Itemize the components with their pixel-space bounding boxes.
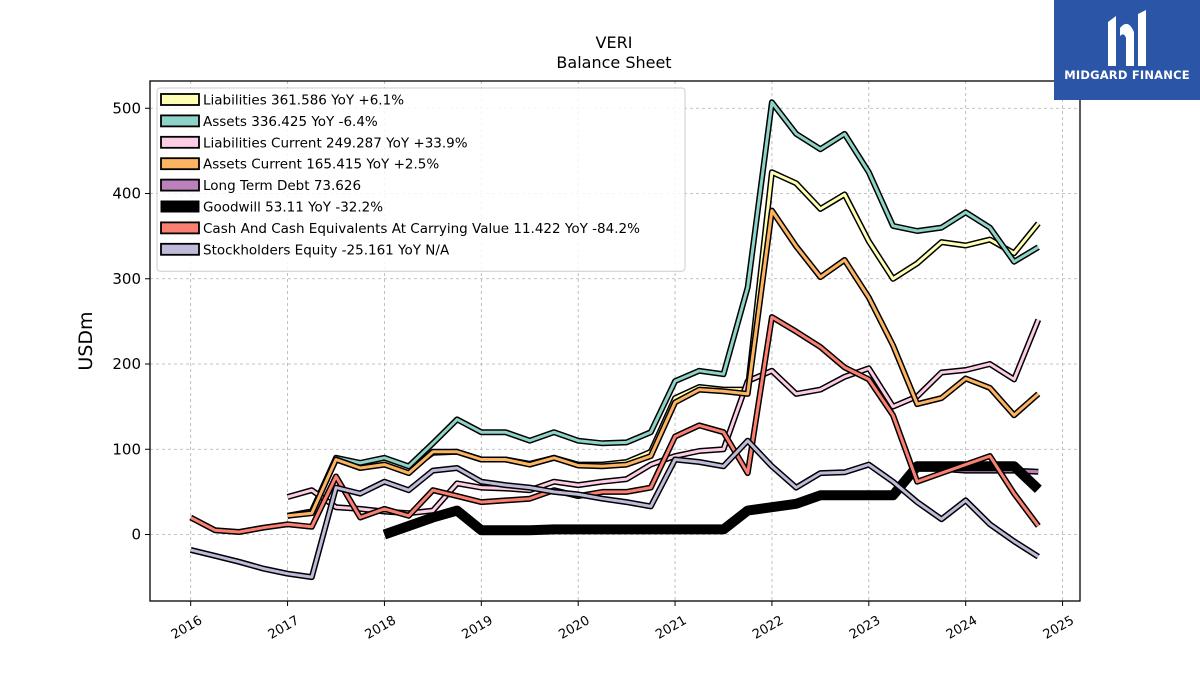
- legend-entry: Liabilities Current 249.287 YoY +33.9%: [203, 135, 468, 151]
- plot-area-frame: [149, 80, 1081, 602]
- x-tick-label: 2017: [266, 613, 302, 643]
- y-tick-label: 400: [112, 185, 141, 203]
- series-7: [189, 437, 1040, 581]
- legend-entry: Goodwill 53.11 YoY -32.2%: [203, 200, 383, 216]
- legend-entry: Long Term Debt 73.626: [203, 178, 361, 194]
- x-tick-label: 2023: [847, 613, 883, 643]
- x-tick-label: 2021: [653, 613, 689, 643]
- legend-entry: Assets 336.425 YoY -6.4%: [203, 114, 378, 130]
- y-tick-label: 500: [112, 99, 141, 117]
- y-tick-label: 0: [131, 526, 141, 544]
- chart-title: VERI: [596, 33, 633, 52]
- series-line: [287, 100, 1040, 518]
- x-tick-label: 2020: [556, 613, 592, 643]
- legend-entry: Assets Current 165.415 YoY +2.5%: [203, 157, 439, 173]
- legend-entry: Cash And Cash Equivalents At Carrying Va…: [203, 221, 640, 237]
- series-line: [287, 209, 1040, 518]
- y-tick-label: 300: [112, 270, 141, 288]
- legend-swatch: [160, 135, 200, 149]
- x-tick-label: 2024: [944, 613, 980, 643]
- y-tick-label: 100: [112, 440, 141, 458]
- legend-swatch: [160, 93, 200, 106]
- legend-swatch: [160, 114, 200, 128]
- series-5: [382, 461, 1042, 540]
- midgard-logo-icon: [1108, 10, 1146, 66]
- x-tick-label: 2025: [1041, 613, 1077, 643]
- legend: Liabilities 361.586 YoY +6.1% Assets 336.…: [156, 87, 686, 272]
- chart-subtitle: Balance Sheet: [556, 53, 671, 72]
- series-line: [383, 462, 1041, 538]
- legend-swatch: [160, 200, 200, 213]
- legend-swatch: [160, 221, 200, 235]
- legend-entry: Stockholders Equity -25.161 YoY N/A: [203, 242, 450, 258]
- legend-swatch: [160, 157, 200, 171]
- y-axis-label: USDm: [75, 311, 97, 370]
- legend-entry: Liabilities 361.586 YoY +6.1%: [203, 93, 404, 109]
- series-line: [190, 439, 1040, 579]
- legend-box: [156, 87, 686, 272]
- legend-swatch: [160, 178, 200, 192]
- series-3: [287, 207, 1041, 519]
- legend-swatch: [160, 242, 200, 256]
- series-6: [189, 314, 1041, 535]
- brand-logo: MIDGARD FINANCE: [1054, 0, 1200, 100]
- series-1: [287, 99, 1040, 519]
- x-tick-label: 2016: [169, 613, 205, 643]
- x-tick-label: 2022: [750, 613, 786, 643]
- series-lines: [189, 99, 1042, 581]
- x-tick-label: 2019: [459, 613, 495, 643]
- brand-name: MIDGARD FINANCE: [1064, 68, 1190, 82]
- series-line: [190, 315, 1040, 534]
- y-tick-label: 200: [112, 355, 141, 373]
- x-tick-label: 2018: [363, 613, 399, 643]
